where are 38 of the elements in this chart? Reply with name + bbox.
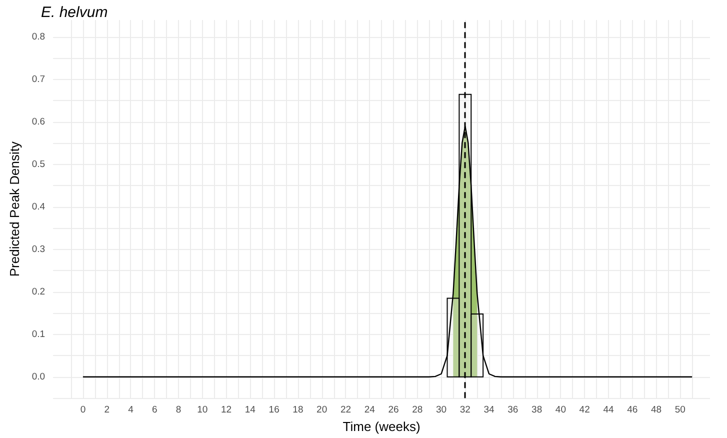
x-tick-label: 12 — [221, 404, 232, 416]
x-axis-title: Time (weeks) — [342, 419, 420, 434]
x-tick-label: 48 — [650, 404, 662, 416]
x-tick-label: 46 — [627, 404, 638, 416]
y-tick-label: 0.8 — [32, 31, 46, 42]
x-tick-label: 8 — [176, 404, 182, 416]
x-tick-label: 26 — [388, 404, 399, 416]
y-tick-label: 0.6 — [32, 116, 46, 128]
x-tick-label: 42 — [579, 404, 590, 416]
x-tick-label: 22 — [340, 404, 352, 416]
y-tick-label: 0.5 — [32, 158, 46, 170]
y-tick-label: 0.7 — [32, 74, 46, 85]
x-tick-label: 40 — [555, 404, 566, 416]
x-tick-label: 28 — [412, 404, 423, 416]
x-tick-label: 2 — [104, 404, 110, 416]
x-tick-label: 24 — [364, 404, 375, 416]
y-tick-label: 0.3 — [32, 244, 46, 255]
x-tick-label: 50 — [674, 404, 686, 416]
x-tick-label: 44 — [603, 404, 614, 416]
x-tick-label: 6 — [152, 404, 158, 416]
x-tick-label: 14 — [244, 404, 256, 416]
x-tick-label: 30 — [436, 404, 447, 416]
x-tick-label: 32 — [460, 404, 470, 416]
x-tick-label: 36 — [508, 404, 518, 416]
x-tick-label: 0 — [80, 404, 86, 416]
y-tick-label: 0.2 — [32, 286, 46, 298]
y-axis-title: Predicted Peak Density — [7, 140, 22, 277]
x-tick-label: 10 — [197, 404, 208, 416]
x-tick-label: 34 — [484, 404, 494, 416]
chart-title: E. helvum — [41, 4, 108, 21]
x-tick-label: 18 — [292, 404, 304, 416]
x-tick-label: 20 — [316, 404, 328, 416]
x-tick-label: 4 — [128, 404, 134, 416]
x-tick-label: 16 — [268, 404, 280, 416]
y-tick-label: 0.1 — [32, 328, 46, 340]
x-tick-label: 38 — [532, 404, 542, 416]
y-tick-label: 0.0 — [32, 371, 46, 382]
y-tick-label: 0.4 — [32, 201, 46, 212]
